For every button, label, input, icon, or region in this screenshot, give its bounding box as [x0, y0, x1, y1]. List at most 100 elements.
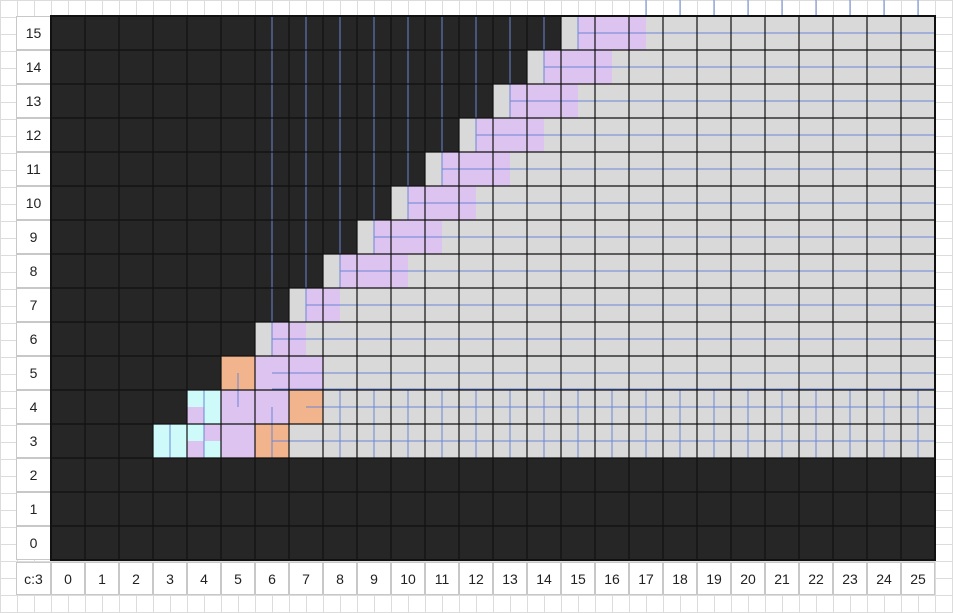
cell	[493, 492, 527, 526]
cell	[85, 152, 119, 186]
cell	[153, 526, 187, 560]
col-label-10: 10	[391, 562, 425, 595]
cell	[731, 526, 765, 560]
cell	[119, 84, 153, 118]
col-label-16: 16	[595, 562, 629, 595]
cell	[85, 254, 119, 288]
cell	[153, 356, 187, 390]
cell	[289, 492, 323, 526]
cell	[187, 16, 221, 50]
row-label-10: 10	[16, 186, 51, 220]
cell	[323, 526, 357, 560]
col-label-6: 6	[255, 562, 289, 595]
col-label-23: 23	[833, 562, 867, 595]
cell	[187, 356, 221, 390]
col-label-19: 19	[697, 562, 731, 595]
cell	[663, 492, 697, 526]
cell	[867, 458, 901, 492]
cell	[153, 390, 187, 424]
col-label-1: 1	[85, 562, 119, 595]
col-label-22: 22	[799, 562, 833, 595]
cell	[187, 220, 221, 254]
cell	[51, 84, 85, 118]
cell	[187, 322, 221, 356]
cell	[561, 458, 595, 492]
cell	[833, 526, 867, 560]
purple-cell	[187, 441, 204, 458]
cell	[119, 152, 153, 186]
cell	[493, 458, 527, 492]
cell	[119, 220, 153, 254]
cell	[221, 220, 255, 254]
cell	[731, 458, 765, 492]
cell	[221, 526, 255, 560]
cell	[255, 526, 289, 560]
cell	[85, 356, 119, 390]
cell	[51, 50, 85, 84]
col-label-21: 21	[765, 562, 799, 595]
cell	[119, 50, 153, 84]
cell	[153, 458, 187, 492]
cell	[51, 152, 85, 186]
cell	[85, 118, 119, 152]
cell	[51, 458, 85, 492]
col-label-24: 24	[867, 562, 901, 595]
cyan-cell	[204, 407, 221, 424]
cell	[85, 288, 119, 322]
cell	[187, 492, 221, 526]
cell	[867, 492, 901, 526]
cell	[765, 526, 799, 560]
row-label-15: 15	[16, 16, 51, 50]
cell	[391, 492, 425, 526]
cell	[119, 254, 153, 288]
cell	[85, 492, 119, 526]
cell	[119, 16, 153, 50]
cell	[221, 50, 255, 84]
cell	[221, 118, 255, 152]
cell	[187, 458, 221, 492]
cell	[221, 322, 255, 356]
cell	[85, 220, 119, 254]
cell	[187, 288, 221, 322]
cell	[629, 492, 663, 526]
cell	[799, 458, 833, 492]
cell	[697, 526, 731, 560]
row-label-2: 2	[16, 458, 51, 492]
cell	[51, 220, 85, 254]
row-label-1: 1	[16, 492, 51, 526]
cell	[85, 16, 119, 50]
cell	[85, 84, 119, 118]
cell	[187, 186, 221, 220]
cell	[901, 458, 935, 492]
cell	[527, 458, 561, 492]
purple-cell	[187, 407, 204, 424]
cell	[765, 458, 799, 492]
row-label-3: 3	[16, 424, 51, 458]
cell	[153, 16, 187, 50]
cell	[153, 322, 187, 356]
row-label-8: 8	[16, 254, 51, 288]
row-label-9: 9	[16, 220, 51, 254]
cell	[255, 458, 289, 492]
cell	[629, 526, 663, 560]
cell	[119, 492, 153, 526]
cell	[731, 492, 765, 526]
col-label-14: 14	[527, 562, 561, 595]
cell	[187, 152, 221, 186]
col-label-2: 2	[119, 562, 153, 595]
cell	[221, 152, 255, 186]
cell	[221, 458, 255, 492]
col-label-3: 3	[153, 562, 187, 595]
cell	[459, 492, 493, 526]
grid-frame	[50, 15, 936, 561]
cell	[357, 458, 391, 492]
cell	[357, 526, 391, 560]
col-label-7: 7	[289, 562, 323, 595]
cell	[153, 152, 187, 186]
col-label-20: 20	[731, 562, 765, 595]
cell	[51, 526, 85, 560]
corner-label: c:3	[16, 562, 51, 595]
cell	[119, 526, 153, 560]
row-label-14: 14	[16, 50, 51, 84]
cell	[289, 458, 323, 492]
